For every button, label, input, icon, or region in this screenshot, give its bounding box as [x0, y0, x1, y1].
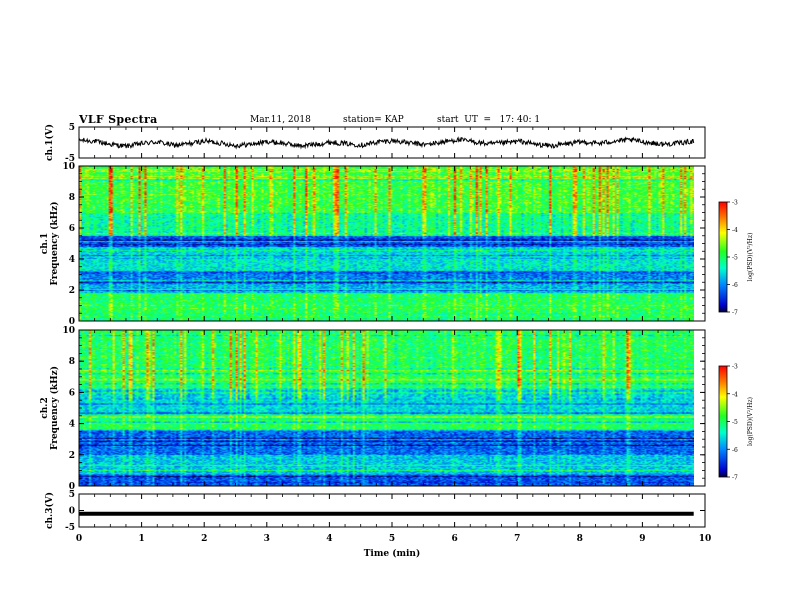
y-tick-label: 10 — [62, 162, 75, 172]
y-axis-label: Frequency (kHz) — [49, 366, 60, 450]
y-axis-label: Frequency (kHz) — [49, 201, 60, 285]
x-ticks — [78, 330, 706, 486]
figure-title: VLF Spectra — [79, 113, 158, 126]
x-ticks — [78, 127, 706, 158]
y-tick-label: -5 — [65, 523, 75, 533]
colorbar-label: log(PSD)(V²/Hz) — [747, 397, 754, 446]
y-tick-label: 6 — [69, 388, 75, 398]
x-tick-label: 4 — [326, 534, 332, 544]
y-tick-label: -5 — [65, 154, 75, 164]
colorbar-tick-label: -3 — [732, 364, 738, 371]
start-time-label: start UT = 17: 40: 1 — [437, 115, 541, 125]
colorbar-tick-label: -6 — [732, 447, 738, 454]
y-ticks — [79, 493, 705, 528]
ch2-spectrogram-image — [79, 330, 694, 486]
y-tick-label: 2 — [69, 286, 75, 296]
x-tick-label: 6 — [451, 534, 457, 544]
x-tick-label: 2 — [201, 534, 207, 544]
y-tick-label: 5 — [69, 490, 75, 500]
y-tick-label: 4 — [69, 255, 75, 265]
y-ticks — [79, 165, 705, 322]
y-tick-label: 2 — [69, 451, 75, 461]
ch1-waveform-line — [78, 136, 695, 150]
y-tick-label: 6 — [69, 224, 75, 234]
x-tick-label: 3 — [264, 534, 270, 544]
date-label: Mar.11, 2018 — [250, 115, 311, 125]
y-tick-label: 0 — [69, 482, 75, 492]
x-ticks — [78, 494, 706, 527]
y-tick-label: 5 — [69, 123, 75, 133]
colorbar-tick-label: -5 — [732, 255, 738, 262]
x-ticks — [78, 166, 706, 321]
colorbar — [718, 365, 728, 478]
station-label: station= KAP — [343, 115, 404, 125]
colorbar-tick-label: -7 — [732, 310, 738, 317]
colorbar — [718, 201, 728, 313]
y-tick-label: 10 — [62, 326, 75, 336]
y-tick-label: 0 — [69, 507, 75, 517]
x-tick-label: 1 — [138, 534, 144, 544]
y-axis-label: ch.3(V) — [44, 492, 55, 529]
y-ticks — [79, 329, 705, 487]
x-tick-label: 10 — [699, 534, 712, 544]
colorbar-tick-label: -4 — [732, 227, 738, 234]
x-tick-label: 7 — [514, 534, 520, 544]
y-axis-label: ch.2 — [40, 397, 50, 418]
y-ticks — [79, 126, 705, 159]
x-tick-label: 8 — [577, 534, 583, 544]
spectrogram-images — [79, 166, 694, 486]
y-axis-label: ch.1 — [40, 233, 50, 254]
colorbar-tick-label: -7 — [732, 475, 738, 482]
y-tick-label: 4 — [69, 420, 75, 430]
x-tick-label: 9 — [639, 534, 645, 544]
colorbar-tick-label: -6 — [732, 282, 738, 289]
y-axis-label: ch.1(V) — [44, 124, 55, 161]
y-tick-label: 8 — [69, 357, 75, 367]
x-tick-label: 0 — [76, 534, 82, 544]
y-tick-label: 8 — [69, 193, 75, 203]
ch1-spectrogram-image — [79, 166, 694, 321]
waveform-lines — [78, 136, 695, 516]
x-axis-label: Time (min) — [364, 548, 421, 559]
colorbar-tick-label: -3 — [732, 200, 738, 207]
colorbar-tick-label: -5 — [732, 419, 738, 426]
colorbar-tick-label: -4 — [732, 391, 738, 398]
colorbar-label: log(PSD)(V²/Hz) — [747, 233, 754, 282]
x-tick-label: 5 — [389, 534, 395, 544]
y-tick-label: 0 — [69, 317, 75, 327]
